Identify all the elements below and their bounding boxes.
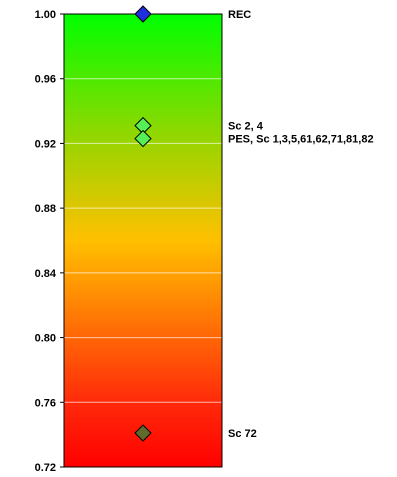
y-tick-label: 0.80: [35, 333, 56, 345]
y-axis: 0.72 0.76 0.80 0.84 0.88 0.92 0.96 1.00: [35, 9, 64, 474]
y-tick-label: 0.76: [35, 397, 56, 409]
data-point-label: Sc 2, 4: [228, 121, 264, 133]
data-point-diamond: [134, 424, 152, 442]
data-point-diamond: [134, 129, 152, 148]
y-tick-label: 1.00: [35, 9, 56, 21]
data-point-label: Sc 72: [228, 428, 257, 440]
data-point-label: REC: [228, 9, 251, 21]
y-tick-label: 0.72: [35, 462, 56, 474]
y-tick-label: 0.88: [35, 203, 56, 215]
data-point-diamond: [134, 5, 152, 23]
y-tick-label: 0.92: [35, 138, 56, 150]
y-tick-label: 0.96: [35, 74, 56, 86]
data-point-label: PES, Sc 1,3,5,61,62,71,81,82: [228, 134, 374, 146]
y-tick-label: 0.84: [35, 268, 57, 280]
plot-background: [64, 14, 222, 467]
